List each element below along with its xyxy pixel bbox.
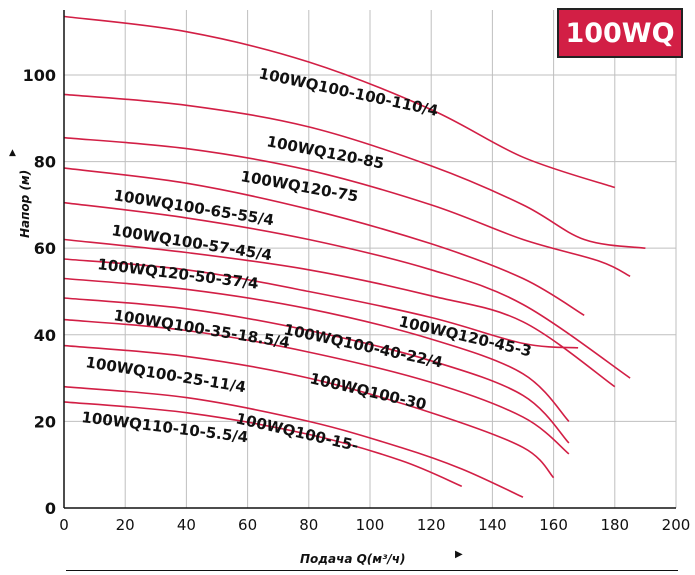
x-tick-label: 20 (116, 516, 135, 534)
curve-label: 100WQ100-15- (234, 409, 360, 455)
x-tick-label: 80 (299, 516, 318, 534)
y-tick-label: 0 (45, 499, 56, 518)
y-tick-label: 100 (23, 66, 56, 85)
x-tick-label: 140 (478, 516, 507, 534)
pump-curve (63, 318, 570, 455)
x-axis-title-underline (66, 570, 678, 571)
pump-curve (63, 167, 585, 316)
x-tick-label: 160 (539, 516, 568, 534)
curve-label: 100WQ100-65-55/4 (112, 186, 275, 229)
y-tick-label: 40 (34, 326, 56, 345)
curve-label: 100WQ100-100-110/4 (257, 64, 440, 120)
x-tick-label: 200 (662, 516, 691, 534)
x-tick-label: 120 (417, 516, 446, 534)
curve-label: 100WQ120-75 (239, 167, 359, 205)
pump-curve (63, 15, 616, 189)
x-tick-label: 60 (238, 516, 257, 534)
x-tick-label: 100 (356, 516, 385, 534)
x-tick-label: 40 (177, 516, 196, 534)
x-tick-label: 180 (600, 516, 629, 534)
pump-curve (63, 136, 631, 278)
pump-curve (63, 297, 570, 444)
y-tick-label: 60 (34, 239, 56, 258)
x-tick-label: 0 (59, 516, 69, 534)
model-badge: 100WQ (557, 8, 683, 58)
x-axis-arrow-icon: ▶ (455, 549, 463, 560)
pump-curve (63, 93, 646, 249)
pump-curve (63, 385, 524, 498)
pump-curve (63, 238, 616, 388)
curve-label: 100WQ120-50-37/4 (97, 255, 260, 293)
y-tick-label: 80 (34, 153, 56, 172)
pump-curve (63, 258, 579, 349)
curve-label: 100WQ110-10-5.5/4 (81, 408, 250, 446)
x-axis-title: Подача Q(м³/ч) (300, 552, 406, 566)
y-axis-title: Напор (м) (18, 169, 32, 238)
pump-curve (63, 344, 555, 479)
pump-curve (63, 401, 463, 488)
pump-curve (63, 201, 631, 379)
pump-curve (63, 277, 570, 422)
y-axis-arrow-icon: ▲ (9, 148, 16, 158)
y-tick-label: 20 (34, 412, 56, 431)
curve-label: 100WQ100-35-18.5/4 (112, 306, 291, 352)
curve-label: 100WQ120-85 (265, 132, 385, 172)
